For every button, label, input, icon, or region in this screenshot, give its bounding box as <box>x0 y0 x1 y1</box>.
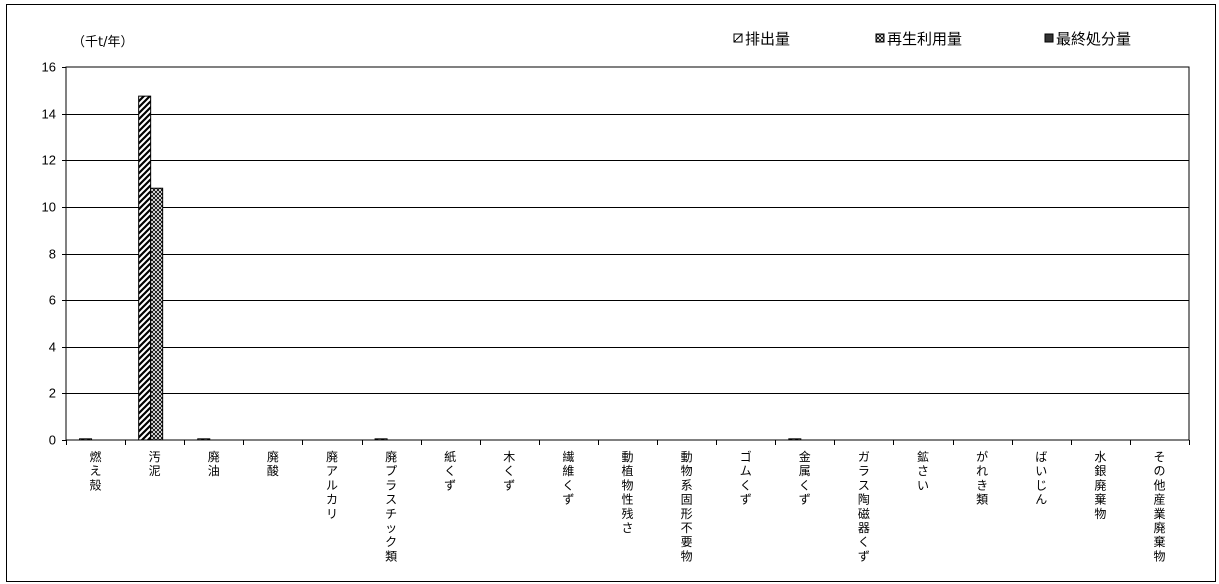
y-axis-ticks: 0 2 4 6 8 10 12 14 16 <box>42 60 1190 448</box>
legend-item: 最終処分量 <box>1044 30 1131 48</box>
y-tick-label: 16 <box>42 60 56 75</box>
x-category-label: ゴムくず <box>740 449 752 507</box>
y-tick-label: 12 <box>42 153 56 168</box>
x-category-label: 水銀廃棄物 <box>1094 450 1106 521</box>
y-tick-label: 4 <box>49 340 56 355</box>
y-tick-label: 14 <box>42 107 56 122</box>
chart-frame <box>6 4 1216 582</box>
x-category-label: がれき類 <box>976 449 988 507</box>
x-category-label: 燃え殻 <box>90 449 102 492</box>
bar-diagonal <box>788 438 802 441</box>
x-category-label: 金属くず <box>799 449 811 507</box>
y-tick-label: 0 <box>49 433 56 448</box>
y-tick-label: 10 <box>42 200 56 215</box>
legend-swatch <box>875 33 885 43</box>
legend-swatch <box>733 33 743 43</box>
legend: 排出量 再生利用量 最終処分量 <box>733 30 1131 48</box>
bar-crosshatch <box>150 187 164 441</box>
x-category-label: 鉱さい <box>917 449 929 492</box>
x-category-label: 汚泥 <box>149 450 161 478</box>
x-category-label: 廃アルカリ <box>326 449 338 521</box>
x-category-label: 動植物性残さ <box>621 450 633 535</box>
bars <box>79 95 802 441</box>
bar-diagonal <box>79 438 93 441</box>
x-category-label: ばいじん <box>1035 450 1047 507</box>
legend-label: 最終処分量 <box>1056 30 1131 48</box>
y-unit-label: （千t/年） <box>72 35 133 50</box>
x-category-label: 廃プラスチック類 <box>385 449 397 563</box>
bar-diagonal <box>374 438 388 441</box>
y-tick-label: 8 <box>49 247 56 262</box>
x-category-label: ガラス陶磁器くず <box>858 450 870 563</box>
y-tick-label: 6 <box>49 293 56 308</box>
bar-diagonal <box>138 95 152 441</box>
category-labels: 燃え殻 汚泥 廃油 廃酸 廃アルカリ 廃プラスチック類 紙くず 木くず 繊維くず 動植物性残さ 動物… <box>90 449 1166 563</box>
legend-swatch <box>1044 33 1054 43</box>
legend-label: 排出量 <box>745 30 790 48</box>
grid-lines <box>65 66 1190 441</box>
legend-item: 排出量 <box>733 30 790 48</box>
x-category-label: 廃酸 <box>267 449 279 478</box>
x-category-label: その他産業廃棄物 <box>1153 450 1165 563</box>
x-category-label: 動物系固形不要物 <box>681 450 693 563</box>
x-category-label: 繊維くず <box>562 450 574 507</box>
x-category-label: 廃油 <box>208 449 220 478</box>
y-tick-label: 2 <box>49 386 56 401</box>
legend-item: 再生利用量 <box>875 30 962 48</box>
legend-label: 再生利用量 <box>887 30 962 48</box>
x-category-label: 木くず <box>503 450 515 492</box>
bar-diagonal <box>197 438 211 441</box>
plot-area-border <box>65 66 1190 441</box>
x-category-label: 紙くず <box>444 449 456 492</box>
